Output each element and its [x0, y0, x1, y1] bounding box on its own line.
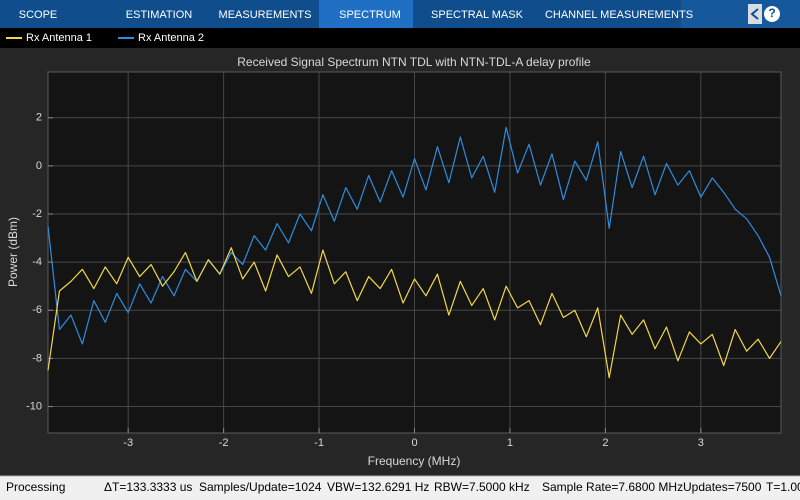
y-tick-label: -10 [26, 400, 42, 412]
y-tick-label: -4 [32, 256, 42, 268]
legend-label: Rx Antenna 1 [26, 32, 92, 44]
toolbar-right [681, 0, 800, 28]
x-tick-label: -2 [219, 437, 229, 449]
y-tick-label: 2 [36, 112, 42, 124]
help-icon: ? [768, 6, 775, 20]
tab-label[interactable]: MEASUREMENTS [219, 9, 312, 21]
status-item: Samples/Update=1024 [199, 480, 322, 494]
y-axis-label: Power (dBm) [6, 217, 20, 287]
spectrum-line [47, 247, 782, 379]
y-tick-label: 0 [36, 160, 42, 172]
tab-label[interactable]: ESTIMATION [126, 9, 192, 21]
status-item: ΔT=133.3333 us [104, 480, 192, 494]
active-tab [319, 0, 413, 28]
legend-bar [0, 28, 800, 48]
collapse-button[interactable] [748, 4, 762, 24]
tab-label[interactable]: SCOPE [19, 9, 58, 21]
status-state: Processing [6, 480, 65, 494]
status-item: Sample Rate=7.6800 MHz [542, 480, 683, 494]
x-tick-label: 0 [411, 437, 417, 449]
tab-label[interactable]: SPECTRUM [339, 9, 401, 21]
y-tick-label: -6 [32, 304, 42, 316]
help-button[interactable] [764, 6, 780, 22]
legend-label: Rx Antenna 2 [138, 32, 204, 44]
x-tick-label: 1 [507, 437, 513, 449]
collapse-icon [750, 8, 759, 20]
status-item: Updates=7500 [683, 480, 762, 494]
spectrum-line [47, 126, 782, 345]
x-tick-label: 3 [698, 437, 704, 449]
y-tick-label: -2 [32, 208, 42, 220]
status-item: VBW=132.6291 Hz [327, 480, 429, 494]
x-tick-label: -3 [123, 437, 133, 449]
status-item: T=1.00 [766, 480, 800, 494]
tab-label[interactable]: SPECTRAL MASK [431, 9, 524, 21]
x-axis-label: Frequency (MHz) [368, 454, 461, 468]
chart-title: Received Signal Spectrum NTN TDL with NT… [237, 55, 591, 69]
x-tick-label: 2 [602, 437, 608, 449]
x-tick-label: -1 [314, 437, 324, 449]
status-bar [0, 476, 800, 500]
tab-label[interactable]: CHANNEL MEASUREMENTS [545, 9, 693, 21]
status-item: RBW=7.5000 kHz [434, 480, 530, 494]
y-tick-label: -8 [32, 352, 42, 364]
